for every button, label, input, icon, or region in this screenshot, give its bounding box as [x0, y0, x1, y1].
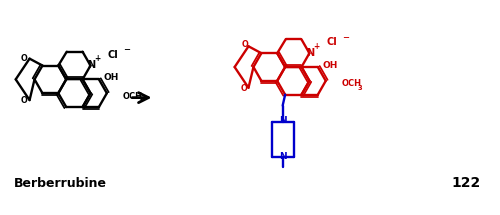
Text: N: N [279, 152, 286, 161]
Text: OH: OH [322, 61, 338, 70]
Text: N: N [279, 116, 286, 125]
Text: 122: 122 [452, 176, 481, 190]
Text: 3: 3 [138, 97, 143, 103]
Text: O: O [241, 40, 248, 49]
Text: O: O [240, 84, 248, 93]
Text: N: N [88, 60, 96, 70]
Text: OCH: OCH [122, 92, 142, 101]
Text: Berberrubine: Berberrubine [14, 177, 107, 189]
Text: O: O [21, 96, 28, 105]
Text: −: − [342, 33, 349, 42]
Text: +: + [313, 42, 320, 51]
Text: +: + [94, 54, 100, 63]
Text: 3: 3 [358, 85, 362, 91]
Text: N: N [306, 48, 314, 58]
Text: O: O [21, 54, 28, 63]
Text: Cl: Cl [108, 50, 118, 60]
Text: OCH: OCH [342, 79, 361, 88]
Text: Cl: Cl [326, 37, 337, 47]
Text: −: − [123, 45, 130, 54]
Text: OH: OH [103, 73, 118, 82]
